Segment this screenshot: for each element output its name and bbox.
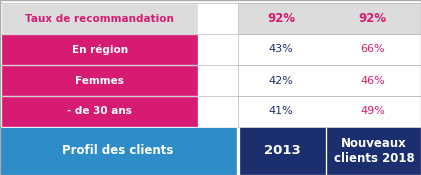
Bar — [0, 127, 421, 175]
Text: 42%: 42% — [269, 75, 293, 86]
Text: Femmes: Femmes — [75, 75, 124, 86]
Text: 46%: 46% — [360, 75, 385, 86]
Bar — [2, 66, 197, 95]
Bar — [238, 96, 421, 127]
Text: 92%: 92% — [359, 12, 386, 25]
Text: 43%: 43% — [269, 44, 293, 54]
Text: - de 30 ans: - de 30 ans — [67, 107, 132, 117]
Text: 41%: 41% — [269, 107, 293, 117]
Text: Profil des clients: Profil des clients — [62, 145, 173, 158]
Text: 66%: 66% — [360, 44, 385, 54]
Text: 92%: 92% — [267, 12, 295, 25]
Bar — [2, 4, 197, 33]
Bar — [0, 34, 421, 65]
Text: 2013: 2013 — [264, 145, 301, 158]
Text: Nouveaux
clients 2018: Nouveaux clients 2018 — [334, 137, 414, 165]
Bar — [0, 127, 236, 175]
Text: Taux de recommandation: Taux de recommandation — [25, 13, 174, 23]
Bar — [327, 127, 421, 175]
Bar — [0, 96, 421, 127]
Bar — [240, 127, 325, 175]
Bar — [238, 3, 421, 34]
Bar — [0, 65, 421, 96]
Text: En région: En région — [72, 44, 128, 55]
Text: 49%: 49% — [360, 107, 385, 117]
Bar — [2, 35, 197, 64]
Bar — [238, 34, 421, 65]
Bar — [0, 3, 421, 34]
Bar — [238, 65, 421, 96]
Bar — [2, 97, 197, 126]
